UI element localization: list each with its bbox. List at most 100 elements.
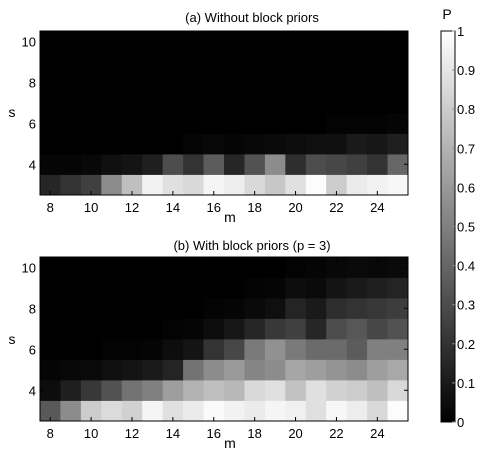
heatmap-cell (305, 92, 327, 114)
x-tick-label: 12 (125, 426, 139, 441)
heatmap-cell (264, 113, 286, 134)
heatmap-cell (387, 113, 409, 134)
heatmap-cell (305, 72, 327, 93)
x-tick-label: 20 (288, 426, 302, 441)
heatmap-cell (224, 51, 245, 73)
panel-b-frame (39, 256, 409, 422)
heatmap-cell (387, 380, 409, 401)
heatmap-cell (285, 113, 307, 134)
heatmap-cell (244, 92, 266, 114)
heatmap-cell (80, 154, 102, 175)
heatmap-cell (162, 257, 184, 278)
heatmap-cell (121, 51, 143, 73)
heatmap-cell (326, 277, 348, 299)
heatmap-cell (162, 277, 184, 299)
heatmap-cell (367, 92, 388, 114)
heatmap-cell (101, 359, 123, 381)
heatmap-cell (60, 92, 82, 114)
heatmap-cell (203, 154, 225, 175)
x-tick-label: 14 (166, 200, 180, 215)
heatmap-cell (305, 154, 327, 175)
heatmap-cell (101, 51, 123, 73)
heatmap-cell (60, 174, 82, 196)
heatmap-cell (387, 359, 409, 381)
heatmap-cell (183, 318, 204, 340)
x-tick-label: 18 (247, 200, 261, 215)
heatmap-cell (40, 154, 61, 175)
heatmap-cell (183, 277, 204, 299)
heatmap-cell (121, 31, 143, 52)
heatmap-cell (121, 133, 143, 155)
heatmap-cell (346, 92, 368, 114)
heatmap-cell (285, 318, 307, 340)
x-tick-label: 10 (84, 200, 98, 215)
y-tick-label: 6 (29, 342, 36, 357)
heatmap-cell (285, 380, 307, 401)
heatmap-cell (387, 92, 409, 114)
heatmap-cell (40, 51, 61, 73)
heatmap-cell (326, 318, 348, 340)
heatmap-cell (162, 92, 184, 114)
heatmap-cell (387, 277, 409, 299)
heatmap-cell (367, 174, 388, 196)
heatmap-cell (203, 113, 225, 134)
heatmap-cell (264, 133, 286, 155)
heatmap-cell (80, 113, 102, 134)
heatmap-cell (346, 339, 368, 360)
heatmap-cell (305, 318, 327, 340)
heatmap-cell (244, 133, 266, 155)
heatmap-cell (101, 113, 123, 134)
heatmap-cell (285, 298, 307, 319)
heatmap-cell (367, 51, 388, 73)
colorbar-label: P (442, 6, 451, 22)
heatmap-cell (80, 359, 102, 381)
heatmap-cell (80, 298, 102, 319)
heatmap-cell (346, 298, 368, 319)
heatmap-cell (346, 31, 368, 52)
heatmap-cell (346, 133, 368, 155)
heatmap-cell (121, 72, 143, 93)
colorbar-tick-label: 0.1 (457, 376, 475, 391)
colorbar-tick-label: 0.3 (457, 298, 475, 313)
heatmap-cell (224, 174, 245, 196)
heatmap-cell (142, 318, 164, 340)
heatmap-cell (40, 400, 61, 422)
panel-a-xlabel: m (224, 209, 236, 225)
heatmap-cell (121, 318, 143, 340)
heatmap-cell (203, 31, 225, 52)
heatmap-cell (183, 31, 204, 52)
panel-b-ticks: 8 10 12 14 16 18 20 22 24 4 6 8 10 (22, 257, 408, 441)
heatmap-cell (60, 133, 82, 155)
heatmap-cell (264, 339, 286, 360)
heatmap-cell (264, 298, 286, 319)
heatmap-cell (346, 113, 368, 134)
heatmap-cell (244, 339, 266, 360)
heatmap-cell (60, 400, 82, 422)
heatmap-cell (162, 318, 184, 340)
y-tick-label: 10 (22, 260, 36, 275)
heatmap-cell (244, 359, 266, 381)
heatmap-cell (40, 133, 61, 155)
heatmap-cell (40, 113, 61, 134)
heatmap-cell (346, 380, 368, 401)
panel-b-ylabel: s (9, 331, 16, 347)
y-tick-label: 8 (29, 75, 36, 90)
heatmap-cell (224, 339, 245, 360)
heatmap-cell (305, 400, 327, 422)
heatmap-cell (244, 174, 266, 196)
panel-a-frame (39, 30, 409, 196)
heatmap-cell (244, 72, 266, 93)
heatmap-cell (224, 277, 245, 299)
heatmap-cell (142, 92, 164, 114)
heatmap-cell (305, 257, 327, 278)
heatmap-cell (40, 92, 61, 114)
heatmap-cell (367, 400, 388, 422)
heatmap-cell (60, 339, 82, 360)
heatmap-cell (142, 339, 164, 360)
heatmap-cell (142, 72, 164, 93)
heatmap-cell (162, 133, 184, 155)
heatmap-cell (367, 72, 388, 93)
heatmap-cell (387, 31, 409, 52)
x-tick-label: 24 (370, 200, 384, 215)
heatmap-cell (142, 154, 164, 175)
